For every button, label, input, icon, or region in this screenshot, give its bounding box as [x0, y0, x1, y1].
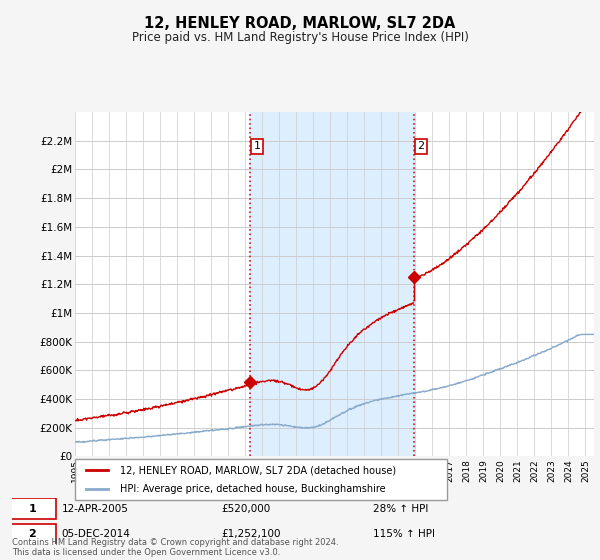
- FancyBboxPatch shape: [9, 498, 56, 519]
- Text: 115% ↑ HPI: 115% ↑ HPI: [373, 529, 435, 539]
- Text: £520,000: £520,000: [221, 503, 271, 514]
- Text: £1,252,100: £1,252,100: [221, 529, 281, 539]
- Text: 1: 1: [28, 503, 36, 514]
- FancyBboxPatch shape: [9, 524, 56, 545]
- Text: 05-DEC-2014: 05-DEC-2014: [61, 529, 130, 539]
- Text: 12-APR-2005: 12-APR-2005: [61, 503, 128, 514]
- Text: 1: 1: [253, 142, 260, 151]
- FancyBboxPatch shape: [75, 459, 447, 500]
- Text: Price paid vs. HM Land Registry's House Price Index (HPI): Price paid vs. HM Land Registry's House …: [131, 31, 469, 44]
- Text: 12, HENLEY ROAD, MARLOW, SL7 2DA: 12, HENLEY ROAD, MARLOW, SL7 2DA: [145, 16, 455, 31]
- Text: HPI: Average price, detached house, Buckinghamshire: HPI: Average price, detached house, Buck…: [119, 484, 385, 493]
- Text: 2: 2: [28, 529, 36, 539]
- Bar: [250, 112, 414, 456]
- Text: 12, HENLEY ROAD, MARLOW, SL7 2DA (detached house): 12, HENLEY ROAD, MARLOW, SL7 2DA (detach…: [119, 465, 396, 475]
- Text: 28% ↑ HPI: 28% ↑ HPI: [373, 503, 428, 514]
- Text: Contains HM Land Registry data © Crown copyright and database right 2024.
This d: Contains HM Land Registry data © Crown c…: [12, 538, 338, 557]
- Text: 2: 2: [418, 142, 424, 151]
